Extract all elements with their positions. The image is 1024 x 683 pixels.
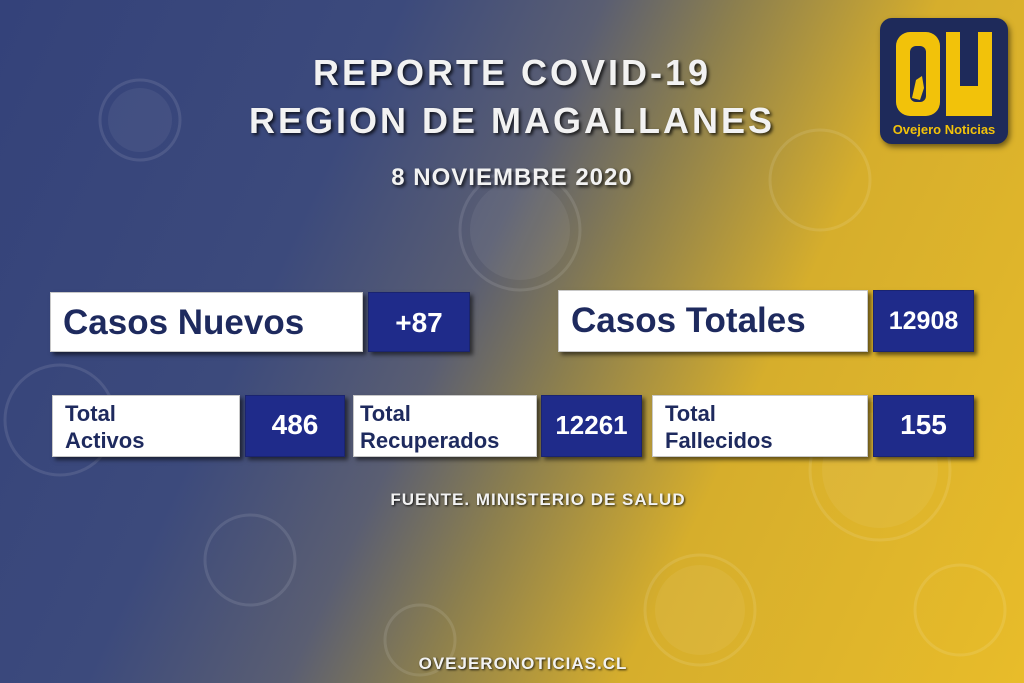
casos-nuevos-label: Casos Nuevos [50, 292, 363, 352]
total-fallecidos-label-line1: Total [665, 401, 716, 426]
casos-totales-label: Casos Totales [558, 290, 868, 352]
total-activos-label: Total Activos [52, 395, 240, 457]
report-title: REPORTE COVID-19 [312, 52, 712, 93]
total-activos-label-line1: Total [65, 401, 116, 426]
source-note: FUENTE. MINISTERIO DE SALUD [390, 490, 686, 509]
total-recuperados-label-line2: Recuperados [360, 428, 500, 453]
ovejero-noticias-logo: Ovejero Noticias [880, 18, 1008, 144]
website-url: OVEJERONOTICIAS.CL [418, 654, 628, 673]
total-recuperados-label-line1: Total [360, 401, 411, 426]
report-region: REGION DE MAGALLANES [248, 100, 775, 141]
total-activos-label-line2: Activos [65, 428, 145, 453]
total-fallecidos-label: Total Fallecidos [652, 395, 868, 457]
casos-totales-value: 12908 [873, 290, 974, 352]
logo-name: Ovejero Noticias [892, 122, 996, 137]
total-activos-value: 486 [245, 395, 345, 457]
casos-nuevos-value: +87 [368, 292, 470, 352]
total-fallecidos-label-line2: Fallecidos [665, 428, 773, 453]
total-fallecidos-value: 155 [873, 395, 974, 457]
total-recuperados-value: 12261 [541, 395, 642, 457]
total-recuperados-label: Total Recuperados [353, 395, 537, 457]
report-date: 8 NOVIEMBRE 2020 [391, 164, 633, 191]
on-logo-mark [896, 32, 992, 116]
